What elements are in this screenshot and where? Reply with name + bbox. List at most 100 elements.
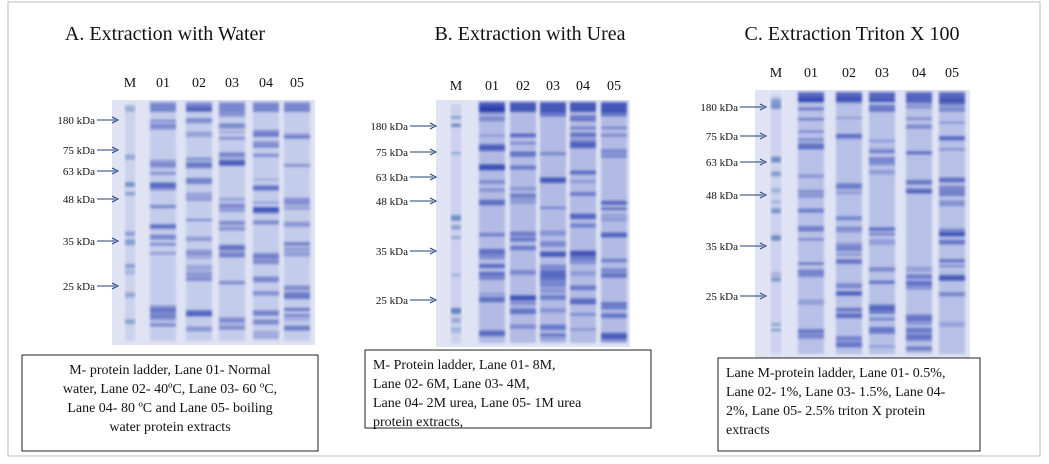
gel-band [939, 229, 965, 234]
arrow-head [759, 191, 768, 199]
gel-band [540, 307, 566, 313]
gel-band [253, 201, 279, 204]
gel-band [510, 193, 536, 196]
caption-line: water protein extracts [109, 420, 230, 435]
gel-band [479, 332, 505, 337]
gel-band [601, 110, 627, 117]
gel-band [798, 107, 824, 111]
gel-lane [836, 92, 862, 354]
gel-band [939, 321, 965, 327]
caption-box [364, 349, 652, 429]
gel-band [510, 231, 536, 237]
gel-band [906, 101, 932, 105]
gel-band [869, 326, 895, 330]
gel-band [284, 206, 310, 210]
gel-band [253, 145, 279, 148]
gel-band [570, 270, 596, 277]
gel-band [939, 239, 965, 245]
gel-band [836, 307, 862, 312]
gel-band [451, 152, 461, 155]
gel-band [939, 190, 965, 197]
lane-label: 01 [156, 76, 170, 91]
gel-band [798, 92, 824, 102]
gel-band [186, 253, 212, 259]
gel-lane [906, 92, 932, 354]
gel-band [186, 236, 212, 242]
gel-band [479, 180, 505, 184]
arrow-head [759, 292, 768, 300]
gel-band [771, 235, 781, 241]
lane-smear [510, 104, 536, 343]
gel-band [510, 152, 536, 157]
gel-band [601, 148, 627, 155]
gel-band [284, 221, 310, 227]
panel: A. Extraction with Water M 01 02 03 04 05 180 k… [21, 23, 319, 452]
arrow-head [111, 146, 120, 154]
gel-band [150, 119, 176, 123]
lane-label: 04 [576, 79, 590, 94]
gel-lane [253, 102, 279, 341]
gel-band [479, 116, 505, 122]
caption-box [717, 357, 981, 452]
gel-band [906, 266, 932, 272]
gel-band [570, 126, 596, 130]
lane-label: M [124, 76, 137, 91]
gel-band [125, 319, 135, 325]
gel-band [284, 132, 310, 138]
caption-line: water, Lane 02- 40ºC, Lane 03- 60 ºC, [63, 382, 277, 397]
gel-band [869, 267, 895, 272]
caption-line: Lane 02- 6M, Lane 03- 4M, [373, 377, 530, 392]
gel-lane [284, 102, 310, 341]
gel-band [869, 148, 895, 153]
gel-band [570, 285, 596, 291]
gel-band [939, 148, 965, 151]
gel-band [570, 257, 596, 261]
marker-label: 180 kDa [57, 115, 95, 127]
gel-band [869, 232, 895, 236]
gel-band [479, 255, 505, 260]
gel-lane [219, 102, 245, 341]
caption-line: protein extracts, [373, 415, 463, 430]
gel-band [906, 346, 932, 351]
gel-band [451, 225, 461, 230]
gel-band [601, 272, 627, 278]
gel-band [510, 186, 536, 191]
gel-band [451, 273, 461, 277]
gel-band [771, 271, 781, 277]
gel-band [570, 213, 596, 220]
gel-band [939, 232, 965, 236]
gel-band [798, 226, 824, 232]
gel-band [150, 225, 176, 230]
gel-band [939, 264, 965, 268]
gel-band [939, 274, 965, 280]
gel-band [939, 136, 965, 142]
gel-band [869, 317, 895, 321]
gel-band [284, 285, 310, 291]
gel-band [540, 327, 566, 331]
gel-band [601, 304, 627, 309]
gel-band [186, 310, 212, 316]
gel-band [479, 293, 505, 296]
lane-smear [186, 104, 212, 341]
gel-band [869, 104, 895, 111]
gel-lane [939, 92, 965, 354]
gel-band [284, 308, 310, 312]
gel-lane [150, 102, 176, 341]
gel-band [510, 165, 536, 170]
gel-band [219, 220, 245, 226]
gel-band [540, 274, 566, 279]
gel-band [479, 297, 505, 303]
gel-band [906, 338, 932, 342]
lane-label: 01 [485, 79, 499, 94]
gel-band [869, 169, 895, 175]
gel-band [836, 283, 862, 289]
gel-band [284, 313, 310, 317]
lane-smear [906, 94, 932, 354]
gel-band [771, 277, 781, 282]
gel-band [479, 248, 505, 255]
gel-band [540, 337, 566, 340]
gel-band [798, 274, 824, 278]
gel-band [570, 261, 596, 265]
gel-band [253, 185, 279, 191]
caption-line: Lane 02- 1%, Lane 03- 1.5%, Lane 04- [726, 385, 946, 400]
